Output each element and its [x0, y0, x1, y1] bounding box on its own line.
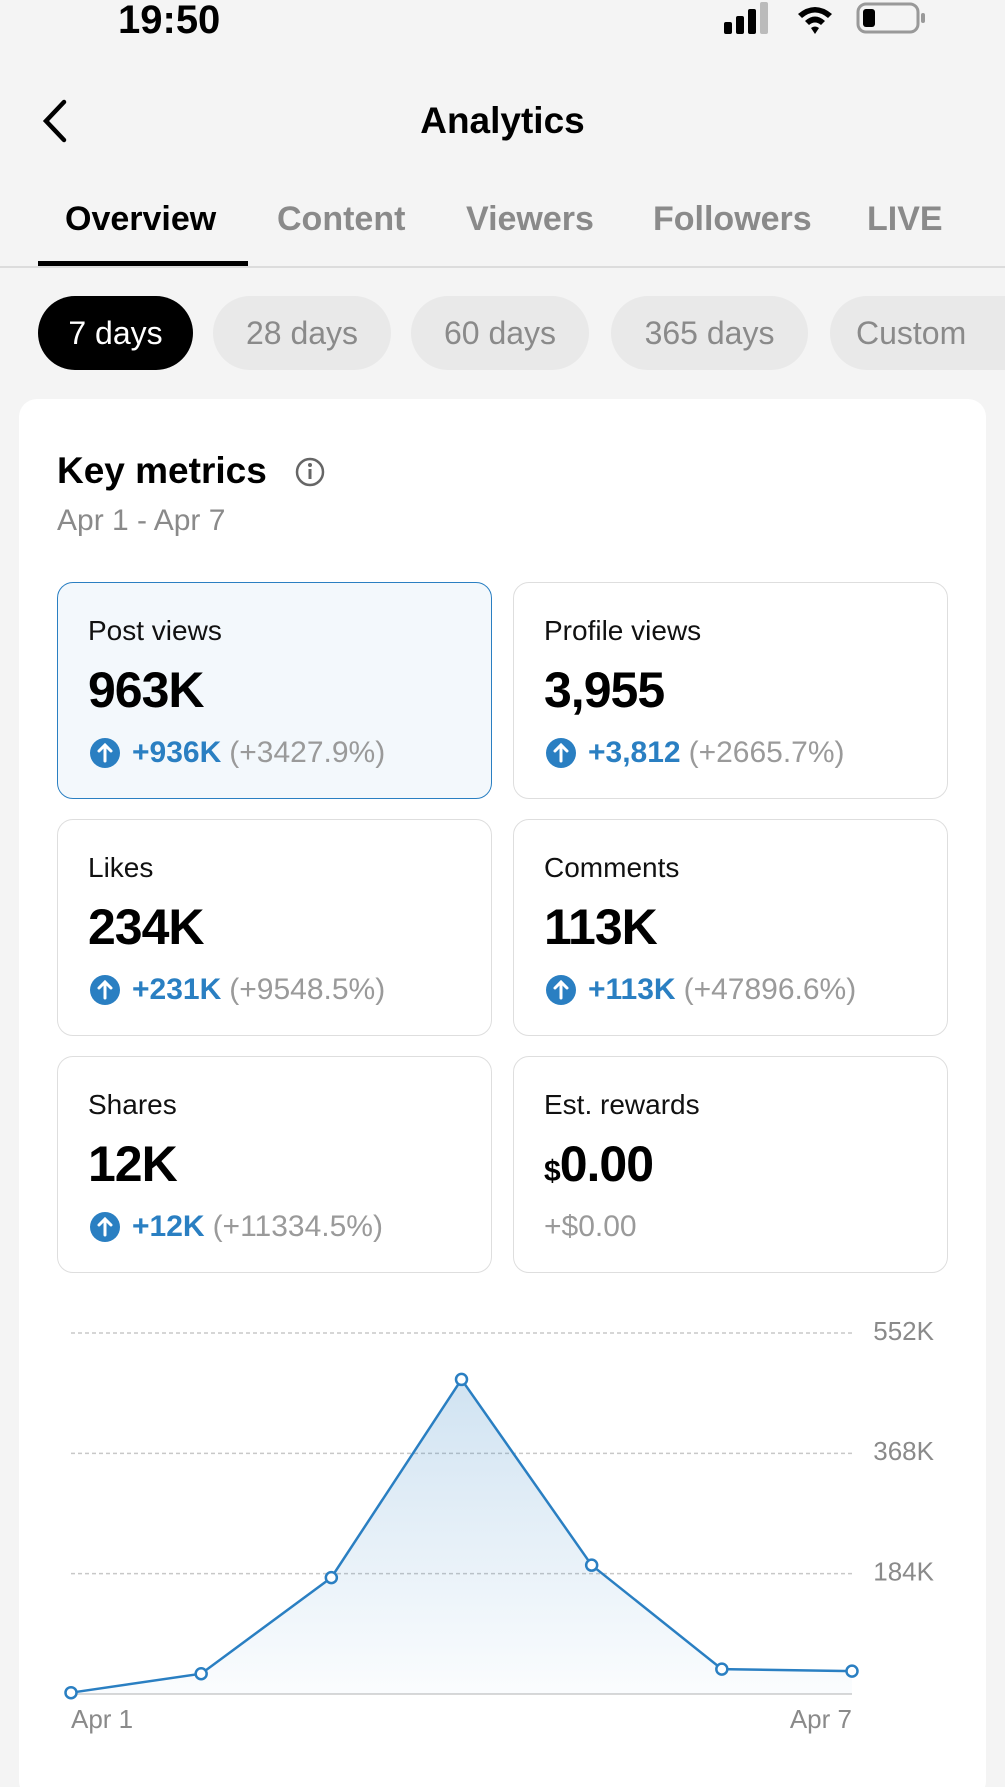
- metric-card[interactable]: Comments 113K +113K (+47896.6%): [513, 819, 948, 1036]
- tab[interactable]: Content: [277, 200, 406, 238]
- metric-card[interactable]: Est. rewards $0.00 +$0.00: [513, 1056, 948, 1273]
- status-icons: [724, 2, 925, 34]
- value: 234K: [88, 899, 205, 955]
- up-icon: [90, 975, 120, 1005]
- metric-change: +936K (+3427.9%): [88, 736, 385, 770]
- metric-label: Profile views: [544, 615, 702, 646]
- metric-value: 234K: [88, 898, 205, 956]
- metric-label: Est. rewards: [544, 1089, 700, 1120]
- up-icon: [90, 738, 120, 768]
- tab-underline: [38, 261, 248, 266]
- y-tick-label: 184K: [873, 1557, 934, 1587]
- change-pct: (+3427.9%): [229, 736, 386, 769]
- period-pill[interactable]: 7 days: [38, 296, 193, 370]
- metric-card[interactable]: Shares 12K +12K (+11334.5%): [57, 1056, 492, 1273]
- x-tick-label: Apr 7: [790, 1704, 852, 1734]
- value: 963K: [88, 662, 205, 718]
- chart: 184K 368K 552K Apr 1 Apr 7: [64, 1316, 935, 1734]
- tab[interactable]: Viewers: [466, 200, 594, 238]
- status-time: 19:50: [118, 0, 221, 42]
- metric-value: 12K: [88, 1135, 178, 1193]
- metric-label: Shares: [88, 1089, 177, 1120]
- period-pill[interactable]: 28 days: [213, 296, 391, 370]
- metric-value: 3,955: [544, 661, 665, 719]
- change-pct: (+11334.5%): [212, 1210, 383, 1243]
- value: 3,955: [544, 662, 665, 718]
- metric-value: 963K: [88, 661, 205, 719]
- up-icon: [546, 975, 576, 1005]
- tab-divider: [0, 266, 1005, 268]
- point: [845, 1664, 859, 1678]
- date-range: Apr 1 - Apr 7: [57, 504, 226, 537]
- up-icon: [90, 1212, 120, 1242]
- section-title: Key metrics: [57, 450, 267, 491]
- metric-change: +231K (+9548.5%): [88, 973, 385, 1007]
- metric-label: Comments: [544, 852, 680, 883]
- metric-label: Likes: [88, 852, 154, 883]
- point: [454, 1372, 469, 1387]
- change-pct: (+2665.7%): [688, 736, 845, 769]
- point: [64, 1685, 78, 1700]
- point: [324, 1570, 339, 1585]
- value: 12K: [88, 1136, 178, 1192]
- period-pill[interactable]: Custom: [830, 296, 1005, 370]
- change: +231K: [132, 973, 222, 1006]
- metric-change: +$0.00: [544, 1210, 637, 1244]
- line-area: [71, 1379, 852, 1694]
- metric-change: +3,812 (+2665.7%): [544, 736, 845, 770]
- page-title: Analytics: [420, 100, 585, 141]
- value: 0.00: [559, 1136, 654, 1192]
- metric-value: 113K: [544, 898, 658, 956]
- metric-value: $0.00: [544, 1135, 654, 1193]
- change: +113K: [588, 973, 676, 1006]
- change-pct: (+9548.5%): [229, 973, 386, 1006]
- y-tick-label: 368K: [873, 1436, 934, 1466]
- change: +936K: [132, 736, 222, 769]
- up-icon: [546, 738, 576, 768]
- value: 113K: [544, 899, 658, 955]
- y-tick-label: 552K: [873, 1316, 934, 1346]
- point: [715, 1662, 729, 1676]
- change: +3,812: [588, 736, 681, 769]
- back-button[interactable]: [36, 98, 76, 144]
- info-icon[interactable]: [294, 456, 326, 488]
- change: +12K: [132, 1210, 205, 1243]
- metric-card[interactable]: Likes 234K +231K (+9548.5%): [57, 819, 492, 1036]
- point: [194, 1666, 208, 1681]
- x-tick-label: Apr 1: [71, 1704, 133, 1734]
- change: +$0.00: [544, 1210, 637, 1243]
- metric-label: Post views: [88, 615, 222, 646]
- metric-change: +12K (+11334.5%): [88, 1210, 383, 1244]
- period-pill[interactable]: 60 days: [411, 296, 589, 370]
- point: [584, 1558, 599, 1572]
- tab[interactable]: LIVE: [867, 200, 943, 238]
- currency: $: [544, 1155, 561, 1188]
- period-pill[interactable]: 365 days: [611, 296, 808, 370]
- metric-card[interactable]: Profile views 3,955 +3,812 (+2665.7%): [513, 582, 948, 799]
- change-pct: (+47896.6%): [683, 973, 857, 1006]
- tab[interactable]: Overview: [65, 200, 217, 238]
- metric-card[interactable]: Post views 963K +936K (+3427.9%): [57, 582, 492, 799]
- tab[interactable]: Followers: [653, 200, 812, 238]
- metric-change: +113K (+47896.6%): [544, 973, 856, 1007]
